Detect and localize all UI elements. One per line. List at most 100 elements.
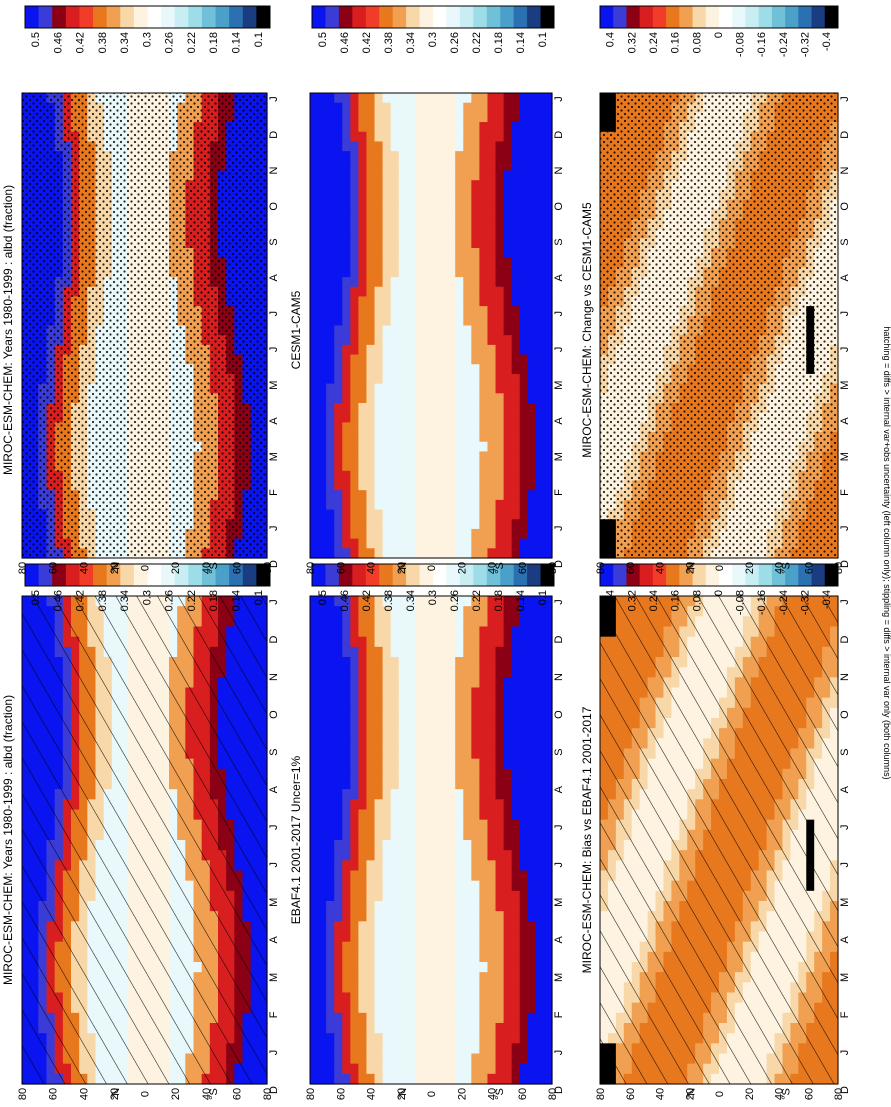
heat-cell	[487, 850, 497, 861]
heat-cell	[350, 228, 359, 239]
y-tick-label: 60	[517, 1088, 529, 1100]
heat-cell	[519, 789, 529, 800]
x-tick-label: D	[268, 636, 280, 644]
colorbar-label: 0.22	[186, 32, 198, 53]
heat-cell	[543, 738, 553, 750]
heat-cell	[422, 890, 432, 902]
heat-cell	[358, 209, 368, 220]
heat-cell	[511, 860, 521, 872]
colorbar-swatch	[256, 6, 271, 28]
heat-cell	[479, 1043, 489, 1055]
heat-cell	[487, 180, 497, 191]
heat-cell	[334, 921, 343, 933]
heat-cell	[366, 992, 376, 1004]
heat-cell	[471, 228, 480, 239]
heat-cell	[310, 748, 319, 760]
heat-cell	[447, 131, 456, 143]
heat-cell	[543, 606, 553, 617]
heat-cell	[495, 677, 505, 689]
heat-cell	[503, 1063, 513, 1075]
heat-cell	[342, 122, 351, 133]
heat-cell	[511, 890, 521, 902]
heat-cell	[471, 1063, 480, 1075]
colorbar-label: 0.42	[75, 590, 87, 611]
heat-cell	[366, 122, 376, 133]
heat-cell	[431, 1063, 440, 1075]
heat-cell	[519, 758, 529, 770]
heat-cell	[535, 1053, 545, 1065]
heat-cell	[543, 1063, 553, 1075]
heat-cell	[398, 880, 408, 892]
heat-cell	[479, 962, 489, 973]
heat-cell	[527, 829, 537, 841]
heat-cell	[318, 921, 327, 933]
heat-cell	[455, 180, 464, 191]
heat-cell	[535, 1063, 545, 1075]
heat-cell	[326, 646, 335, 658]
heat-cell	[527, 1063, 537, 1075]
heat-cell	[342, 901, 351, 912]
heat-cell	[535, 189, 545, 201]
heat-cell	[334, 667, 343, 678]
heat-cell	[431, 890, 440, 902]
heat-cell	[390, 880, 400, 892]
heat-cell	[455, 768, 464, 780]
heat-cell	[447, 789, 456, 800]
heat-cell	[479, 199, 489, 210]
heat-cell	[495, 890, 505, 902]
heat-cell	[358, 646, 368, 658]
heat-cell	[519, 606, 529, 617]
heat-cell	[374, 1002, 384, 1014]
heat-cell	[527, 748, 537, 760]
colorbar-swatch	[133, 6, 148, 28]
heat-cell	[455, 677, 464, 689]
heat-cell	[310, 1023, 319, 1034]
heat-cell	[519, 1063, 529, 1075]
heat-cell	[350, 819, 359, 831]
heat-cell	[398, 1012, 408, 1024]
heat-cell	[342, 931, 351, 943]
heat-cell	[519, 941, 529, 953]
heat-cell	[342, 238, 351, 249]
heat-cell	[439, 636, 448, 648]
heat-cell	[535, 951, 545, 963]
heat-cell	[535, 1033, 545, 1044]
colorbar-swatch	[52, 564, 67, 586]
heat-cell	[535, 687, 545, 699]
heat-cell	[487, 728, 497, 739]
heat-cell	[406, 1002, 416, 1014]
heat-cell	[374, 840, 384, 851]
heat-cell	[422, 238, 432, 249]
colorbar-label: 0.38	[383, 590, 395, 611]
heat-cell	[471, 1023, 480, 1034]
heat-cell	[503, 1033, 513, 1044]
colorbar-label: 0.38	[97, 590, 109, 611]
heat-cell	[495, 131, 505, 143]
heat-cell	[310, 901, 319, 912]
heat-cell	[382, 93, 392, 104]
heat-cell	[439, 616, 448, 628]
heat-cell	[543, 707, 553, 719]
heat-cell	[374, 248, 384, 259]
heat-cell	[366, 931, 376, 943]
heat-cell	[535, 112, 545, 123]
heat-cell	[519, 718, 529, 729]
heat-cell	[350, 170, 359, 181]
heat-cell	[382, 606, 392, 617]
heat-cell	[439, 209, 448, 220]
heat-cell	[342, 1002, 351, 1014]
heat-cell	[439, 1023, 448, 1034]
heat-cell	[503, 209, 513, 220]
heat-cell	[439, 1053, 448, 1065]
heat-cell	[487, 122, 497, 133]
heat-cell	[471, 738, 480, 750]
heat-cell	[414, 819, 424, 831]
heat-cell	[527, 180, 537, 191]
heat-cell	[318, 992, 327, 1004]
heat-cell	[318, 738, 327, 750]
heat-cell	[326, 238, 335, 249]
heat-cell	[326, 677, 335, 689]
hemisphere-label: °N	[110, 562, 122, 574]
colorbar-label: 0.26	[164, 590, 176, 611]
heat-cell	[382, 1043, 392, 1055]
